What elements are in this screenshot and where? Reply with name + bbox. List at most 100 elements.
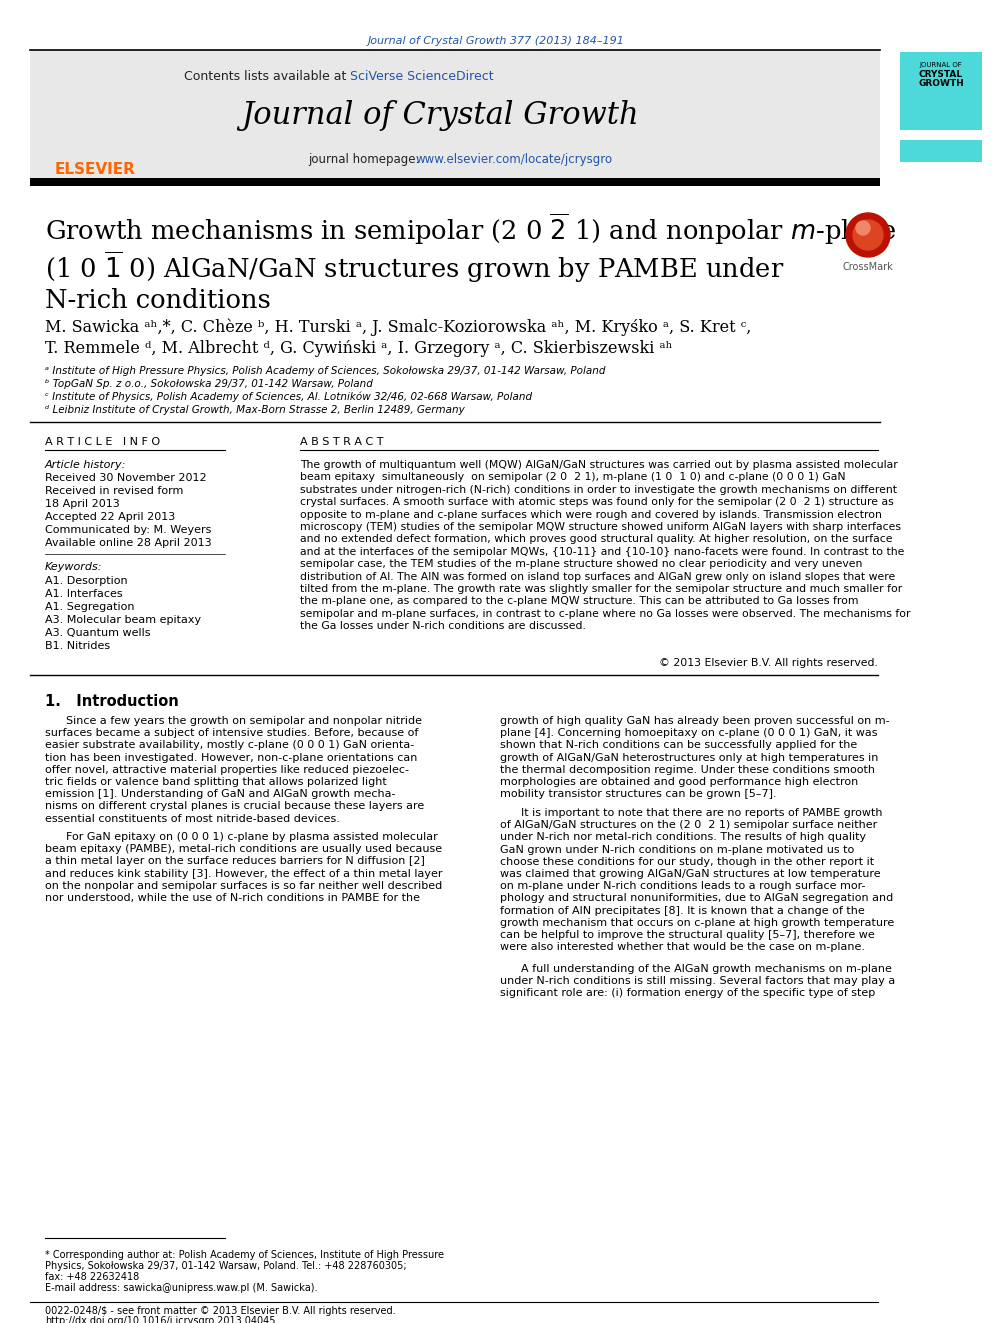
Text: significant role are: (i) formation energy of the specific type of step: significant role are: (i) formation ener…	[500, 988, 875, 999]
Text: shown that N-rich conditions can be successfully applied for the: shown that N-rich conditions can be succ…	[500, 741, 857, 750]
Text: 1.   Introduction: 1. Introduction	[45, 695, 179, 709]
Text: Growth mechanisms in semipolar (2 0 $\overline{2}$ 1) and nonpolar $\mathit{m}$-: Growth mechanisms in semipolar (2 0 $\ov…	[45, 212, 897, 247]
Text: the Ga losses under N-rich conditions are discussed.: the Ga losses under N-rich conditions ar…	[300, 622, 586, 631]
Text: on m-plane under N-rich conditions leads to a rough surface mor-: on m-plane under N-rich conditions leads…	[500, 881, 865, 892]
Text: The growth of multiquantum well (MQW) AlGaN/GaN structures was carried out by pl: The growth of multiquantum well (MQW) Al…	[300, 460, 898, 470]
Text: SciVerse ScienceDirect: SciVerse ScienceDirect	[350, 70, 494, 83]
Text: N-rich conditions: N-rich conditions	[45, 288, 271, 314]
Text: easier substrate availability, mostly c-plane (0 0 0 1) GaN orienta-: easier substrate availability, mostly c-…	[45, 741, 415, 750]
Text: growth of AlGaN/GaN heterostructures only at high temperatures in: growth of AlGaN/GaN heterostructures onl…	[500, 753, 878, 762]
Text: was claimed that growing AlGaN/GaN structures at low temperature: was claimed that growing AlGaN/GaN struc…	[500, 869, 881, 878]
Text: fax: +48 22632418: fax: +48 22632418	[45, 1271, 139, 1282]
Text: growth mechanism that occurs on c-plane at high growth temperature: growth mechanism that occurs on c-plane …	[500, 918, 894, 927]
Text: emission [1]. Understanding of GaN and AlGaN growth mecha-: emission [1]. Understanding of GaN and A…	[45, 790, 396, 799]
Text: B1. Nitrides: B1. Nitrides	[45, 642, 110, 651]
FancyBboxPatch shape	[30, 179, 880, 187]
Text: GaN grown under N-rich conditions on m-plane motivated us to: GaN grown under N-rich conditions on m-p…	[500, 844, 854, 855]
Text: mobility transistor structures can be grown [5–7].: mobility transistor structures can be gr…	[500, 790, 777, 799]
Text: ᵇ TopGaN Sp. z o.o., Sokołowska 29/37, 01-142 Warsaw, Poland: ᵇ TopGaN Sp. z o.o., Sokołowska 29/37, 0…	[45, 378, 373, 389]
Text: phology and structural nonuniformities, due to AlGaN segregation and: phology and structural nonuniformities, …	[500, 893, 893, 904]
Text: under N-rich conditions is still missing. Several factors that may play a: under N-rich conditions is still missing…	[500, 976, 895, 986]
Text: ELSEVIER: ELSEVIER	[55, 161, 136, 177]
Text: and at the interfaces of the semipolar MQWs, {10-11} and {10-10} nano-facets wer: and at the interfaces of the semipolar M…	[300, 546, 905, 557]
Text: A R T I C L E   I N F O: A R T I C L E I N F O	[45, 437, 160, 447]
Text: surfaces became a subject of intensive studies. Before, because of: surfaces became a subject of intensive s…	[45, 728, 419, 738]
Text: Received in revised form: Received in revised form	[45, 486, 184, 496]
Text: M. Sawicka ᵃʰ,*, C. Chèze ᵇ, H. Turski ᵃ, J. Smalc-Koziorowska ᵃʰ, M. Kryśko ᵃ, : M. Sawicka ᵃʰ,*, C. Chèze ᵇ, H. Turski ᵃ…	[45, 318, 751, 336]
Text: Received 30 November 2012: Received 30 November 2012	[45, 474, 206, 483]
Text: crystal surfaces. A smooth surface with atomic steps was found only for the semi: crystal surfaces. A smooth surface with …	[300, 497, 894, 507]
Text: www.elsevier.com/locate/jcrysgro: www.elsevier.com/locate/jcrysgro	[415, 153, 612, 165]
Text: * Corresponding author at: Polish Academy of Sciences, Institute of High Pressur: * Corresponding author at: Polish Academ…	[45, 1250, 444, 1259]
Text: were also interested whether that would be the case on m-plane.: were also interested whether that would …	[500, 942, 865, 953]
Text: distribution of Al. The AlN was formed on island top surfaces and AlGaN grew onl: distribution of Al. The AlN was formed o…	[300, 572, 895, 582]
Text: Contents lists available at: Contents lists available at	[184, 70, 350, 83]
Text: JOURNAL OF: JOURNAL OF	[920, 62, 962, 67]
Text: Available online 28 April 2013: Available online 28 April 2013	[45, 538, 211, 548]
Text: the m-plane one, as compared to the c-plane MQW structure. This can be attribute: the m-plane one, as compared to the c-pl…	[300, 597, 858, 606]
Text: growth of high quality GaN has already been proven successful on m-: growth of high quality GaN has already b…	[500, 716, 890, 726]
Text: A full understanding of the AlGaN growth mechanisms on m-plane: A full understanding of the AlGaN growth…	[500, 964, 892, 974]
Text: It is important to note that there are no reports of PAMBE growth: It is important to note that there are n…	[500, 808, 883, 818]
FancyBboxPatch shape	[900, 52, 982, 130]
Text: offer novel, attractive material properties like reduced piezoelec-: offer novel, attractive material propert…	[45, 765, 409, 775]
FancyBboxPatch shape	[30, 50, 880, 179]
Text: plane [4]. Concerning homoepitaxy on c-plane (0 0 0 1) GaN, it was: plane [4]. Concerning homoepitaxy on c-p…	[500, 728, 878, 738]
Text: semipolar and m-plane surfaces, in contrast to c-plane where no Ga losses were o: semipolar and m-plane surfaces, in contr…	[300, 609, 911, 619]
Text: Since a few years the growth on semipolar and nonpolar nitride: Since a few years the growth on semipola…	[45, 716, 422, 726]
Text: E-mail address: sawicka@unipress.waw.pl (M. Sawicka).: E-mail address: sawicka@unipress.waw.pl …	[45, 1283, 317, 1293]
Text: Journal of Crystal Growth 377 (2013) 184–191: Journal of Crystal Growth 377 (2013) 184…	[368, 36, 624, 46]
Text: 0022-0248/$ - see front matter © 2013 Elsevier B.V. All rights reserved.: 0022-0248/$ - see front matter © 2013 El…	[45, 1306, 396, 1316]
Text: semipolar case, the TEM studies of the m-plane structure showed no clear periodi: semipolar case, the TEM studies of the m…	[300, 560, 862, 569]
Text: and reduces kink stability [3]. However, the effect of a thin metal layer: and reduces kink stability [3]. However,…	[45, 869, 442, 878]
Text: A3. Molecular beam epitaxy: A3. Molecular beam epitaxy	[45, 615, 201, 624]
Text: Keywords:: Keywords:	[45, 562, 102, 572]
Text: essential constituents of most nitride-based devices.: essential constituents of most nitride-b…	[45, 814, 340, 824]
Text: ᵈ Leibniz Institute of Crystal Growth, Max-Born Strasse 2, Berlin 12489, Germany: ᵈ Leibniz Institute of Crystal Growth, M…	[45, 405, 464, 415]
Text: microscopy (TEM) studies of the semipolar MQW structure showed uniform AlGaN lay: microscopy (TEM) studies of the semipola…	[300, 523, 901, 532]
Text: A1. Segregation: A1. Segregation	[45, 602, 135, 613]
Text: ᵃ Institute of High Pressure Physics, Polish Academy of Sciences, Sokołowska 29/: ᵃ Institute of High Pressure Physics, Po…	[45, 366, 605, 376]
Text: nor understood, while the use of N-rich conditions in PAMBE for the: nor understood, while the use of N-rich …	[45, 893, 420, 904]
Circle shape	[846, 213, 890, 257]
Text: A B S T R A C T: A B S T R A C T	[300, 437, 384, 447]
Text: opposite to m-plane and c-plane surfaces which were rough and covered by islands: opposite to m-plane and c-plane surfaces…	[300, 509, 882, 520]
Text: morphologies are obtained and good performance high electron: morphologies are obtained and good perfo…	[500, 777, 858, 787]
Text: formation of AlN precipitates [8]. It is known that a change of the: formation of AlN precipitates [8]. It is…	[500, 906, 865, 916]
Text: under N-rich nor metal-rich conditions. The results of high quality: under N-rich nor metal-rich conditions. …	[500, 832, 866, 843]
Text: a thin metal layer on the surface reduces barriers for N diffusion [2]: a thin metal layer on the surface reduce…	[45, 856, 425, 867]
Text: A1. Interfaces: A1. Interfaces	[45, 589, 123, 599]
Text: T. Remmele ᵈ, M. Albrecht ᵈ, G. Cywiński ᵃ, I. Grzegory ᵃ, C. Skierbiszewski ᵃʰ: T. Remmele ᵈ, M. Albrecht ᵈ, G. Cywiński…	[45, 340, 673, 357]
Text: A3. Quantum wells: A3. Quantum wells	[45, 628, 151, 638]
Text: and no extended defect formation, which proves good structural quality. At highe: and no extended defect formation, which …	[300, 534, 893, 544]
Text: For GaN epitaxy on (0 0 0 1) c-plane by plasma assisted molecular: For GaN epitaxy on (0 0 0 1) c-plane by …	[45, 832, 437, 841]
Text: beam epitaxy (PAMBE), metal-rich conditions are usually used because: beam epitaxy (PAMBE), metal-rich conditi…	[45, 844, 442, 855]
Text: substrates under nitrogen-rich (N-rich) conditions in order to investigate the g: substrates under nitrogen-rich (N-rich) …	[300, 484, 897, 495]
FancyBboxPatch shape	[900, 140, 982, 161]
Text: CRYSTAL: CRYSTAL	[919, 70, 963, 79]
Text: of AlGaN/GaN structures on the (2 0  2 1) semipolar surface neither: of AlGaN/GaN structures on the (2 0 2 1)…	[500, 820, 877, 831]
Text: Article history:: Article history:	[45, 460, 126, 470]
Text: Accepted 22 April 2013: Accepted 22 April 2013	[45, 512, 176, 523]
Text: tion has been investigated. However, non-c-plane orientations can: tion has been investigated. However, non…	[45, 753, 418, 762]
Text: the thermal decomposition regime. Under these conditions smooth: the thermal decomposition regime. Under …	[500, 765, 875, 775]
Text: http://dx.doi.org/10.1016/j.jcrysgro.2013.04045: http://dx.doi.org/10.1016/j.jcrysgro.201…	[45, 1316, 276, 1323]
Text: beam epitaxy  simultaneously  on semipolar (2 0  2 1), m-plane (1 0  1 0) and c-: beam epitaxy simultaneously on semipolar…	[300, 472, 845, 483]
Text: GROWTH: GROWTH	[919, 79, 964, 89]
Text: (1 0 $\overline{1}$ 0) AlGaN/GaN structures grown by PAMBE under: (1 0 $\overline{1}$ 0) AlGaN/GaN structu…	[45, 250, 785, 286]
Text: A1. Desorption: A1. Desorption	[45, 576, 128, 586]
Text: ᶜ Institute of Physics, Polish Academy of Sciences, Al. Lotników 32/46, 02-668 W: ᶜ Institute of Physics, Polish Academy o…	[45, 392, 532, 402]
Text: CrossMark: CrossMark	[842, 262, 894, 273]
Text: Physics, Sokołowska 29/37, 01-142 Warsaw, Poland. Tel.: +48 228760305;: Physics, Sokołowska 29/37, 01-142 Warsaw…	[45, 1261, 407, 1271]
Text: Journal of Crystal Growth: Journal of Crystal Growth	[241, 101, 639, 131]
Circle shape	[856, 221, 870, 235]
Text: © 2013 Elsevier B.V. All rights reserved.: © 2013 Elsevier B.V. All rights reserved…	[659, 658, 878, 668]
Text: can be helpful to improve the structural quality [5–7], therefore we: can be helpful to improve the structural…	[500, 930, 875, 941]
Text: on the nonpolar and semipolar surfaces is so far neither well described: on the nonpolar and semipolar surfaces i…	[45, 881, 442, 890]
Text: tilted from the m-plane. The growth rate was slightly smaller for the semipolar : tilted from the m-plane. The growth rate…	[300, 583, 903, 594]
Text: tric fields or valence band splitting that allows polarized light: tric fields or valence band splitting th…	[45, 777, 387, 787]
Text: choose these conditions for our study, though in the other report it: choose these conditions for our study, t…	[500, 857, 874, 867]
Text: journal homepage:: journal homepage:	[308, 153, 424, 165]
Text: nisms on different crystal planes is crucial because these layers are: nisms on different crystal planes is cru…	[45, 802, 425, 811]
Text: 18 April 2013: 18 April 2013	[45, 499, 120, 509]
